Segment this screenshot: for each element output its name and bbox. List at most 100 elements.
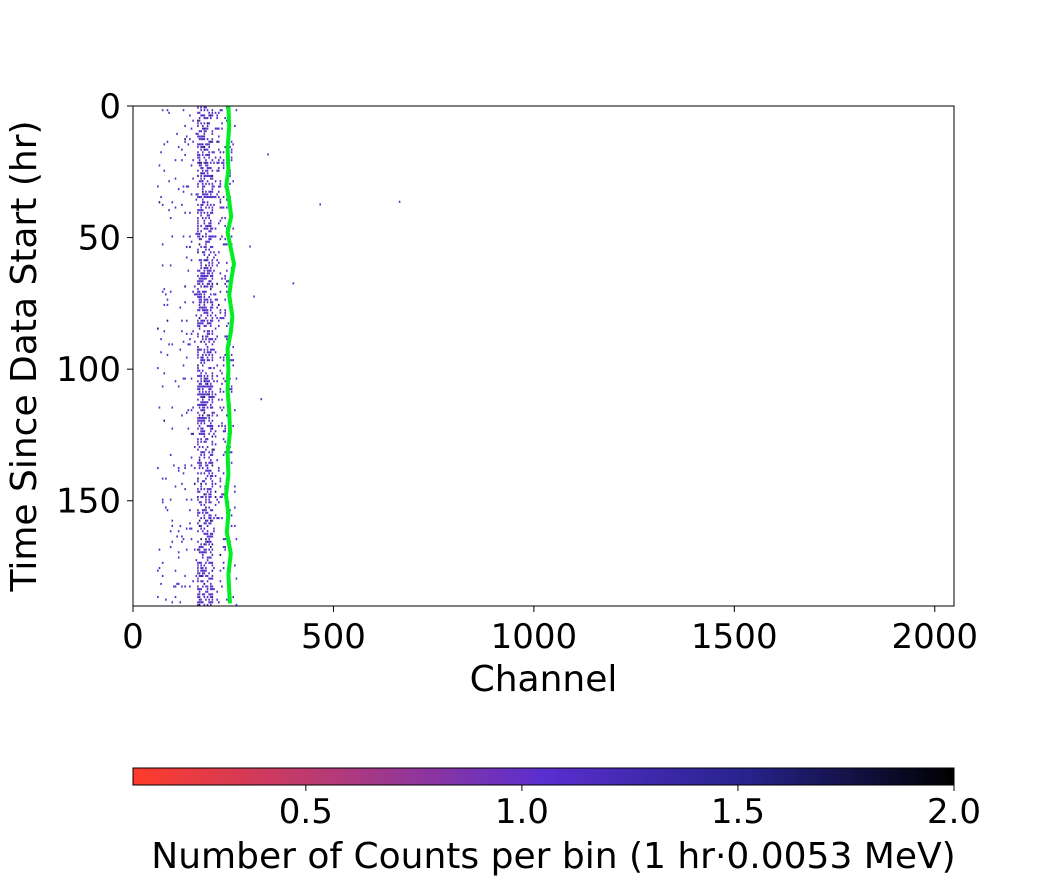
heatmap-cell [200, 211, 202, 214]
heatmap-cell [205, 482, 207, 485]
heatmap-cell [200, 259, 202, 262]
heatmap-cell [168, 209, 170, 212]
heatmap-cell [206, 335, 209, 338]
heatmap-cell [206, 167, 209, 170]
heatmap-cell [208, 195, 210, 199]
heatmap-cell [217, 185, 220, 188]
heatmap-cell [208, 230, 210, 233]
heatmap-cell [197, 472, 199, 475]
heatmap-cell [209, 230, 212, 233]
heatmap-cell [211, 303, 214, 306]
heatmap-cell [209, 267, 212, 270]
heatmap-cell [206, 535, 209, 538]
heatmap-cell [211, 332, 214, 335]
colorbar: 0.5 1.0 1.5 2.0 Number of Counts per bin (1… [132, 767, 981, 877]
heatmap-cell [206, 272, 209, 275]
heatmap-cell [201, 509, 204, 512]
heatmap-cell [203, 435, 206, 438]
heatmap-cell [211, 264, 214, 267]
heatmap-cell [230, 151, 233, 154]
heatmap-cell [232, 227, 235, 230]
heatmap-cell [208, 469, 210, 472]
heatmap-cell [205, 248, 207, 251]
heatmap-cell [211, 509, 214, 512]
heatmap-cell [211, 235, 214, 238]
heatmap-cell [182, 472, 185, 475]
heatmap-cell [203, 509, 206, 512]
heatmap-cell [208, 167, 210, 170]
heatmap-cell [203, 274, 206, 278]
heatmap-cell [208, 145, 210, 149]
heatmap-cell [174, 485, 177, 488]
heatmap-cell [205, 290, 207, 293]
heatmap-cell [209, 430, 212, 433]
heatmap-cell [198, 282, 201, 285]
heatmap-cell [179, 524, 182, 528]
heatmap-cell [203, 319, 206, 322]
heatmap-cell [203, 359, 206, 362]
heatmap-cell [211, 348, 214, 351]
heatmap-cell [203, 430, 206, 433]
heatmap-cell [203, 377, 206, 380]
heatmap-cell [206, 195, 209, 199]
heatmap-cell [201, 545, 204, 549]
heatmap-cell [203, 301, 206, 304]
heatmap-cell [209, 385, 212, 388]
heatmap-cell [201, 277, 204, 280]
y-axis-label: Time Since Data Start (hr) [4, 120, 45, 592]
heatmap-cell [198, 603, 201, 606]
heatmap-cell [171, 406, 174, 409]
heatmap-cell [206, 590, 209, 593]
heatmap-cell [160, 351, 162, 354]
heatmap-cell [201, 445, 204, 449]
heatmap-cell [221, 382, 223, 385]
heatmap-cell [197, 195, 199, 199]
heatmap-cell [185, 548, 188, 551]
heatmap-cell [201, 395, 204, 399]
heatmap-cell [209, 245, 212, 249]
heatmap-cell [200, 143, 202, 146]
heatmap-cell [208, 522, 210, 525]
heatmap-cell [213, 530, 215, 533]
heatmap-cell [197, 295, 199, 299]
heatmap-cell [185, 332, 188, 335]
heatmap-cell [206, 469, 209, 472]
heatmap-cell [198, 524, 201, 528]
heatmap-cell [205, 498, 207, 501]
heatmap-cell [206, 311, 209, 314]
heatmap-cell [214, 503, 217, 506]
heatmap-cell [205, 511, 207, 514]
heatmap-cell [200, 264, 202, 267]
heatmap-cell [224, 274, 227, 278]
heatmap-cell [216, 306, 218, 309]
heatmap-cell [230, 140, 233, 143]
heatmap-cell [208, 222, 210, 225]
heatmap-cell [211, 472, 214, 475]
heatmap-cell [203, 572, 206, 575]
heatmap-cell [211, 311, 214, 314]
heatmap-cell [205, 401, 207, 404]
heatmap-cell [214, 327, 217, 330]
heatmap-cell [198, 156, 201, 159]
heatmap-cell [206, 138, 209, 141]
heatmap-cell [224, 311, 227, 314]
heatmap-cell [200, 427, 202, 430]
heatmap-cell [206, 153, 209, 156]
heatmap-cell [200, 561, 202, 564]
heatmap-cell [181, 585, 183, 588]
heatmap-cell [206, 172, 209, 175]
heatmap-cell [179, 348, 182, 351]
heatmap-cell [209, 403, 212, 406]
heatmap-cell [205, 343, 207, 346]
heatmap-cell [201, 322, 204, 325]
heatmap-cell [197, 393, 199, 396]
heatmap-cell [209, 306, 212, 309]
heatmap-cell [203, 493, 206, 496]
heatmap-cell [221, 398, 223, 401]
heatmap-cell [205, 274, 207, 278]
heatmap-cell [177, 556, 180, 559]
heatmap-cell [206, 122, 209, 125]
heatmap-cell [219, 151, 222, 154]
heatmap-cell [174, 595, 177, 599]
heatmap-cell [203, 269, 206, 272]
